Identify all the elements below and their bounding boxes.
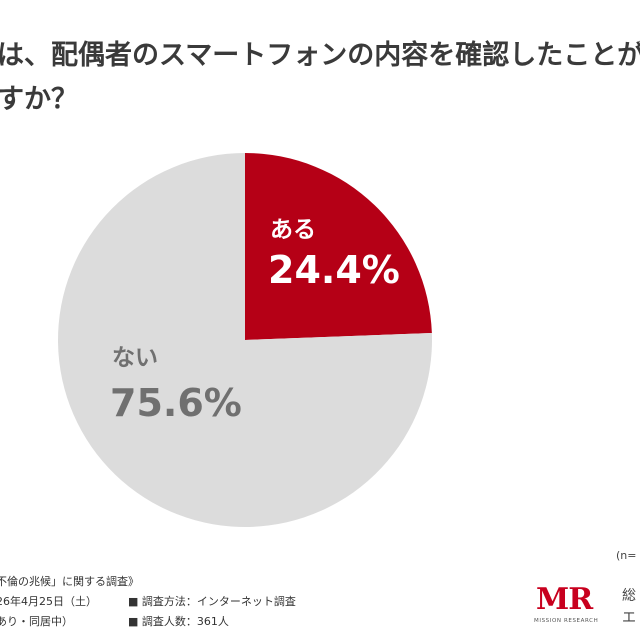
logo-subtitle: MISSION RESEARCH [534, 618, 599, 624]
mission-research-logo: MR MISSION RESEARCH [532, 582, 612, 630]
company-name-line-1: 総 [622, 588, 636, 604]
survey-method: ■ 調査方法：インターネット調査 [128, 595, 296, 608]
slice-value-0: 24.4% [268, 248, 400, 292]
pie-slices [57, 153, 432, 527]
survey-title: 不倫の兆候」に関する調査》 [0, 575, 139, 588]
chart-title: たは、配偶者のスマートフォンの内容を確認したことが ますか？ [0, 34, 640, 122]
pie-slice-1 [57, 153, 432, 527]
logo-mark: MR [536, 582, 593, 617]
title-line-2: ますか？ [0, 84, 78, 115]
survey-respondents: ■ 調査人数：361人 [128, 615, 229, 628]
slice-value-1: 75.6% [110, 381, 242, 425]
pie-slice-0 [245, 153, 432, 340]
survey-date: 26年4月25日（土） [0, 595, 97, 608]
survey-condition: あり・同居中） [0, 615, 73, 628]
slice-label-1: ない [112, 345, 158, 371]
company-name: 総 エ [622, 585, 636, 629]
company-name-line-2: エ [622, 610, 636, 626]
title-line-1: たは、配偶者のスマートフォンの内容を確認したことが [0, 40, 640, 71]
sample-size-note: (n= [616, 549, 637, 562]
pie-labels: ある 24.4% ない 75.6% [110, 217, 400, 425]
slice-label-0: ある [270, 217, 316, 243]
